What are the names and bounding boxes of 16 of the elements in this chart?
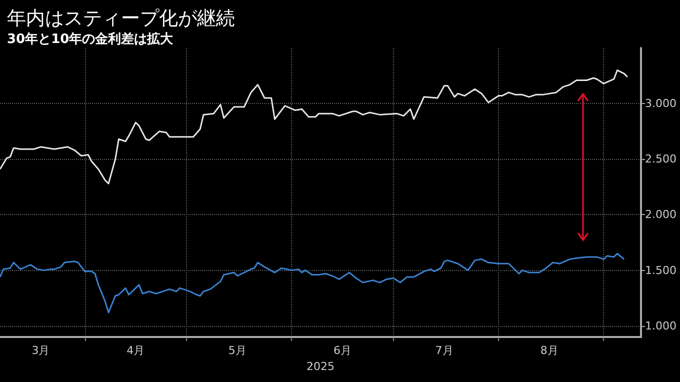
- y-tick-label: 2.000: [645, 208, 676, 222]
- y-tick-label: 1.500: [645, 264, 676, 277]
- y-tick-label: 1.000: [645, 319, 676, 332]
- x-tick-label: 4月: [126, 344, 145, 357]
- x-tick-label: 7月: [435, 344, 454, 357]
- chart-title: 年内はスティープ化が継続: [7, 8, 235, 30]
- line-series: [0, 69, 628, 184]
- x-tick-label: 8月: [540, 344, 558, 357]
- x-axis-title: 2025: [306, 360, 334, 373]
- line-series: [0, 252, 625, 314]
- y-tick-label: 2.500: [645, 152, 676, 166]
- x-tick-label: 6月: [334, 344, 352, 357]
- chart-subtitle: 30年と10年の金利差は拡大: [7, 31, 174, 47]
- x-tick-label: 3月: [32, 344, 50, 357]
- y-tick-label: 3.000: [645, 97, 676, 110]
- x-tick-label: 5月: [228, 344, 246, 357]
